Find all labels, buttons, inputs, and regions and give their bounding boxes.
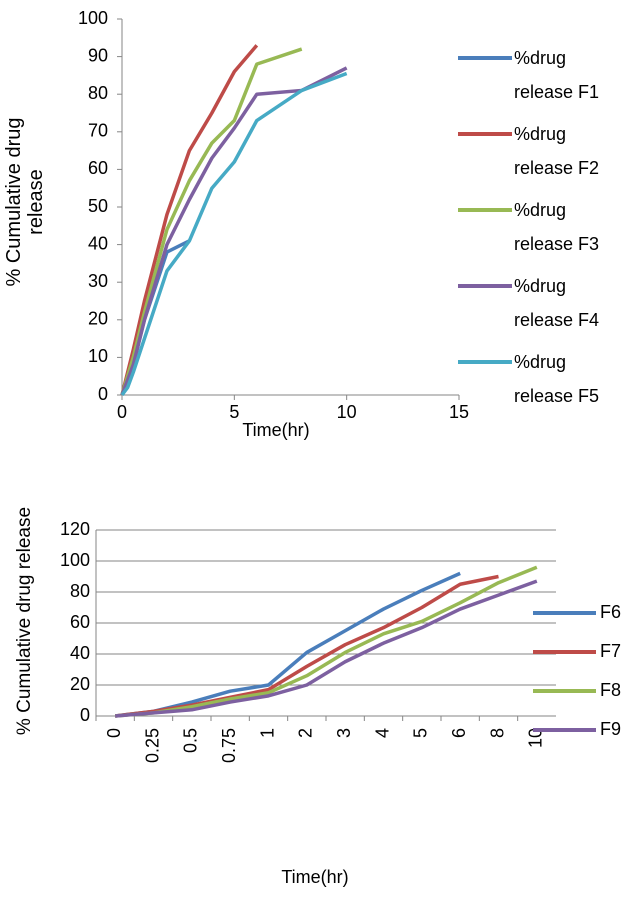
x-tick-label: 0 <box>104 728 124 738</box>
x-axis-label: Time(hr) <box>242 420 309 440</box>
x-tick-label: 3 <box>334 728 354 738</box>
y-tick-label: 80 <box>88 83 108 103</box>
y-tick-label: 0 <box>98 384 108 404</box>
x-tick-label: 6 <box>449 728 469 738</box>
legend-label: F9 <box>600 719 621 739</box>
legend-label: F7 <box>600 641 621 661</box>
legend-label: %drug release F5 <box>514 352 600 406</box>
y-tick-label: 120 <box>60 519 90 539</box>
y-tick-label: 100 <box>78 8 108 28</box>
series-line <box>120 47 303 396</box>
x-tick-label: 1 <box>257 728 277 738</box>
x-tick-label: 15 <box>449 402 469 422</box>
series-line <box>120 71 348 397</box>
legend-label: %drug release F3 <box>514 200 600 254</box>
legend-label: %drug release F4 <box>514 276 600 330</box>
x-tick-label: 0 <box>117 402 127 422</box>
x-tick-label: 0.5 <box>181 728 201 753</box>
y-tick-label: 60 <box>70 612 90 632</box>
series-line <box>120 66 348 396</box>
legend-label: F8 <box>600 680 621 700</box>
y-tick-label: 80 <box>70 581 90 601</box>
series-line <box>115 579 538 718</box>
x-tick-label: 2 <box>296 728 316 738</box>
x-tick-label: 8 <box>487 728 507 738</box>
y-tick-label: 20 <box>70 674 90 694</box>
y-axis-label: % Cumulative drug release <box>14 506 35 736</box>
y-tick-label: 40 <box>88 233 108 253</box>
y-tick-label: 0 <box>80 705 90 725</box>
x-tick-label: 5 <box>411 728 431 738</box>
y-tick-label: 70 <box>88 121 108 141</box>
y-tick-label: 100 <box>60 550 90 570</box>
x-tick-label: 4 <box>372 728 392 738</box>
x-tick-label: 0.25 <box>142 728 162 763</box>
series-line <box>114 571 461 718</box>
y-axis-label: % Cumulative drug release <box>3 117 47 287</box>
x-tick-label: 10 <box>526 728 546 748</box>
y-tick-label: 20 <box>88 309 108 329</box>
y-tick-label: 50 <box>88 196 108 216</box>
x-tick-label: 5 <box>229 402 239 422</box>
y-tick-label: 10 <box>88 346 108 366</box>
legend-label: F6 <box>600 602 621 622</box>
y-tick-label: 90 <box>88 45 108 65</box>
legend-label: %drug release F2 <box>514 124 600 178</box>
series-line <box>120 44 259 396</box>
x-tick-label: 10 <box>337 402 357 422</box>
x-tick-label: 0.75 <box>219 728 239 763</box>
y-tick-label: 60 <box>88 158 108 178</box>
series-line <box>115 565 538 718</box>
y-tick-label: 30 <box>88 271 108 291</box>
x-axis-label: Time(hr) <box>281 867 348 887</box>
y-tick-label: 40 <box>70 643 90 663</box>
legend-label: %drug release F1 <box>514 48 600 102</box>
series-line <box>114 574 499 718</box>
